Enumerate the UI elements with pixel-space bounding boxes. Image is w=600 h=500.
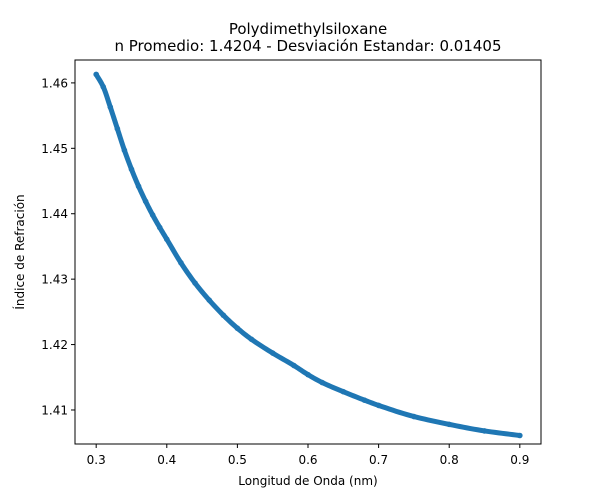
chart-subtitle: n Promedio: 1.4204 - Desviación Estandar… bbox=[114, 37, 501, 55]
x-tick-label: 0.5 bbox=[228, 453, 247, 467]
data-point bbox=[135, 183, 142, 190]
data-point bbox=[411, 413, 417, 420]
y-tick-label: 1.41 bbox=[41, 403, 68, 417]
data-point bbox=[142, 198, 149, 205]
data-point bbox=[220, 312, 227, 318]
data-point bbox=[178, 259, 184, 266]
data-point bbox=[361, 397, 368, 403]
data-point bbox=[269, 350, 276, 356]
series-0-line bbox=[93, 71, 523, 438]
y-tick-label: 1.44 bbox=[41, 207, 68, 221]
plot-area: 0.3 0.4 0.5 0.6 0.7 0.8 0.9 1.41 1.42 1.43 1.44 1.4… bbox=[41, 59, 542, 467]
data-point bbox=[192, 280, 198, 286]
x-tick-label: 0.3 bbox=[87, 453, 106, 467]
data-point bbox=[248, 336, 255, 343]
data-point bbox=[107, 104, 114, 110]
data-point bbox=[305, 371, 311, 378]
y-axis-label: Índice de Refración bbox=[12, 194, 27, 309]
data-point bbox=[340, 388, 347, 395]
y-tick-label: 1.45 bbox=[41, 142, 68, 156]
data-point bbox=[375, 402, 382, 409]
x-tick-label: 0.6 bbox=[298, 453, 317, 467]
x-axis-label: Longitud de Onda (nm) bbox=[238, 474, 377, 488]
y-tick-label: 1.42 bbox=[41, 338, 68, 352]
data-point bbox=[100, 84, 107, 90]
chart-title: Polydimethylsiloxane bbox=[229, 20, 387, 38]
y-tick-label: 1.46 bbox=[41, 76, 68, 90]
x-tick-label: 0.7 bbox=[369, 453, 388, 467]
data-point bbox=[163, 236, 170, 243]
data-point bbox=[156, 224, 163, 231]
data-point bbox=[206, 297, 212, 303]
data-point bbox=[114, 125, 121, 132]
data-point bbox=[93, 71, 99, 78]
x-tick-label: 0.9 bbox=[510, 453, 529, 467]
x-tick-label: 0.8 bbox=[440, 453, 459, 467]
data-point bbox=[291, 362, 297, 369]
x-tick-label: 0.4 bbox=[157, 453, 176, 467]
data-point bbox=[121, 147, 128, 154]
data-point bbox=[481, 428, 488, 434]
data-point bbox=[149, 212, 156, 218]
data-point bbox=[128, 166, 135, 173]
data-point bbox=[319, 379, 325, 386]
y-tick-label: 1.43 bbox=[41, 273, 68, 287]
data-point bbox=[234, 325, 241, 332]
data-point bbox=[446, 421, 453, 428]
data-point bbox=[517, 432, 523, 439]
